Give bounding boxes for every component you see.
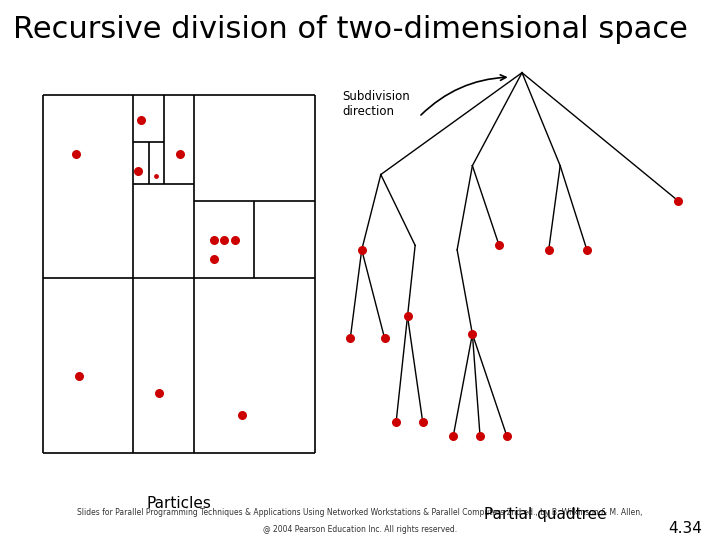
Point [543,246,554,254]
Text: Recursive division of two-dimensional space: Recursive division of two-dimensional sp… [13,15,688,44]
Point [379,334,390,343]
Point [150,171,162,180]
Text: Slides for Parallel Programming Techniques & Applications Using Networked Workst: Slides for Parallel Programming Techniqu… [77,508,643,517]
Point [581,246,593,254]
Text: Subdivision
direction: Subdivision direction [343,90,410,118]
Point [229,235,240,244]
Point [448,431,459,440]
Text: 4.34: 4.34 [668,521,702,536]
Point [493,241,505,249]
Point [672,197,684,205]
Point [344,334,356,343]
Point [135,116,147,125]
Text: Partial quadtree: Partial quadtree [484,507,606,522]
Point [237,410,248,419]
Point [218,235,230,244]
Point [153,389,165,397]
Point [208,254,220,263]
Point [73,372,85,381]
Point [474,431,486,440]
Point [390,418,402,427]
Text: Particles: Particles [146,496,211,511]
Point [208,235,220,244]
Text: @ 2004 Pearson Education Inc. All rights reserved.: @ 2004 Pearson Education Inc. All rights… [263,525,457,535]
Point [132,167,144,176]
Point [402,312,413,321]
Point [174,150,186,159]
Point [417,418,428,427]
Point [501,431,513,440]
Point [467,329,478,338]
Point [71,150,82,159]
Point [356,246,367,254]
